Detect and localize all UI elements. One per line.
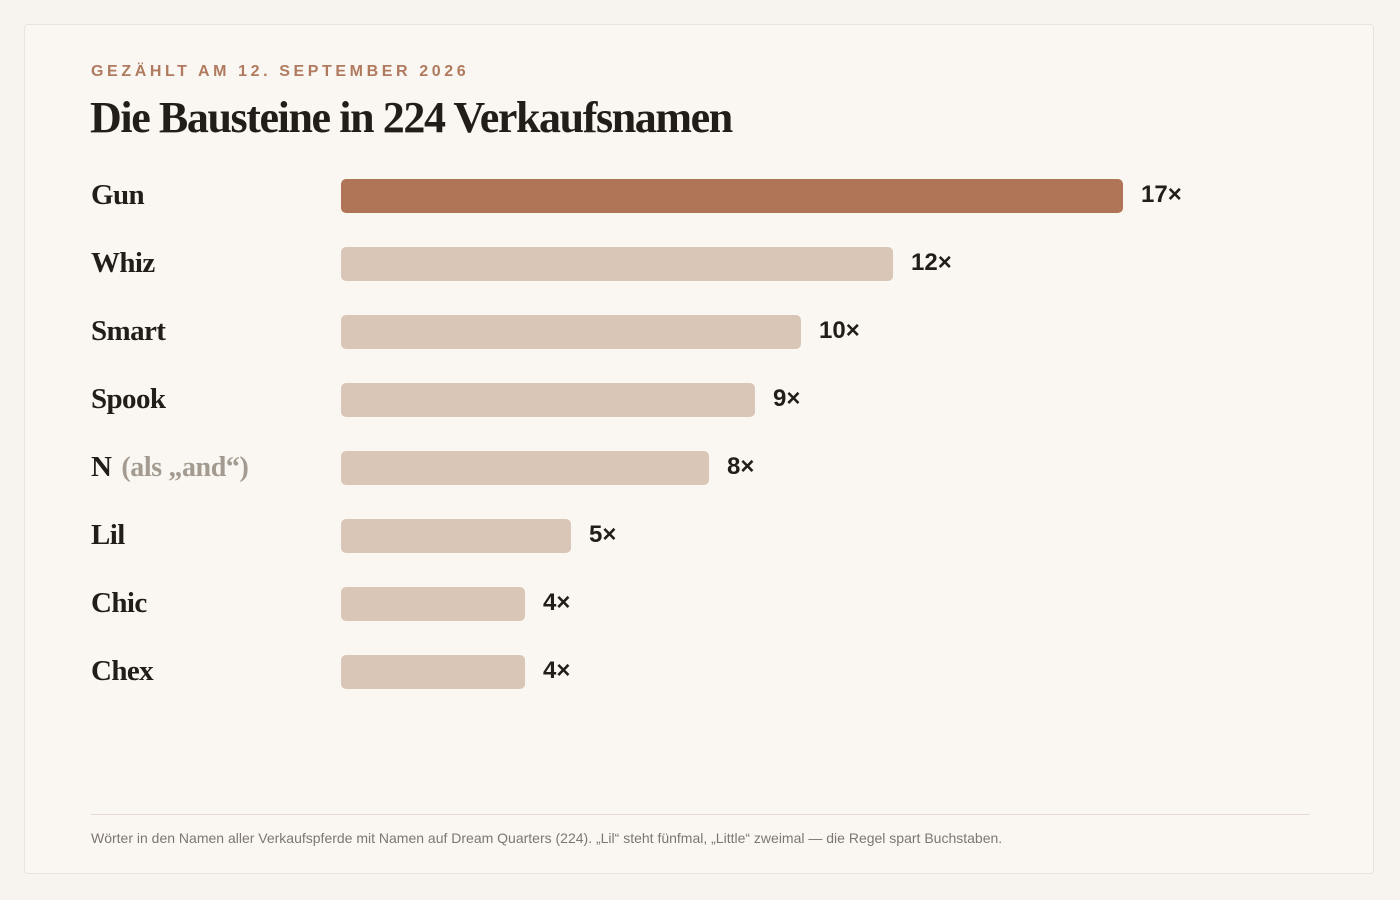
category-label: Spook [91, 379, 166, 419]
bar-spook [341, 383, 755, 417]
category-label: Chex [91, 651, 154, 691]
bar-row: Gun 17× [91, 175, 1311, 215]
category-label: Chic [91, 583, 147, 623]
category-name: Spook [91, 383, 166, 415]
category-name: Whiz [91, 247, 155, 279]
category-label: N (als „and“) [91, 447, 249, 487]
bar-row: Lil 5× [91, 515, 1311, 555]
category-name: Lil [91, 519, 125, 551]
value-label: 10× [819, 317, 860, 344]
category-label: Lil [91, 515, 125, 555]
bar-row: Spook 9× [91, 379, 1311, 419]
category-name: Chic [91, 587, 147, 619]
bar-smart [341, 315, 801, 349]
bar-chex [341, 655, 525, 689]
value-label: 17× [1141, 181, 1182, 208]
value-label: 4× [543, 589, 571, 616]
category-note: (als „and“) [121, 452, 249, 483]
bar-row: Whiz 12× [91, 243, 1311, 283]
chart-title: Die Bausteine in 224 Verkaufsnamen [90, 93, 733, 142]
footnote: Wörter in den Namen aller Verkaufspferde… [91, 830, 1003, 846]
category-label: Smart [91, 311, 166, 351]
bar-n [341, 451, 709, 485]
bar-row: Chic 4× [91, 583, 1311, 623]
bar-whiz [341, 247, 893, 281]
category-name: Smart [91, 315, 166, 347]
bar-gun [341, 179, 1123, 213]
value-label: 9× [773, 385, 801, 412]
category-name: Gun [91, 179, 145, 211]
value-label: 8× [727, 453, 755, 480]
bar-lil [341, 519, 571, 553]
count-date-label: GEZÄHLT AM 12. SEPTEMBER 2026 [91, 63, 470, 80]
value-label: 4× [543, 657, 571, 684]
bar-chart: Gun 17× Whiz 12× Smart 10× Spook 9× N (als „and“)… [91, 175, 1311, 735]
category-name: N [91, 451, 112, 483]
category-label: Gun [91, 175, 145, 215]
bar-row: Smart 10× [91, 311, 1311, 351]
footer-divider [91, 814, 1310, 815]
bar-row: N (als „and“) 8× [91, 447, 1311, 487]
bar-row: Chex 4× [91, 651, 1311, 691]
value-label: 12× [911, 249, 952, 276]
chart-card: GEZÄHLT AM 12. SEPTEMBER 2026 Die Bauste… [24, 24, 1374, 874]
category-label: Whiz [91, 243, 155, 283]
value-label: 5× [589, 521, 617, 548]
bar-chic [341, 587, 525, 621]
category-name: Chex [91, 655, 154, 687]
